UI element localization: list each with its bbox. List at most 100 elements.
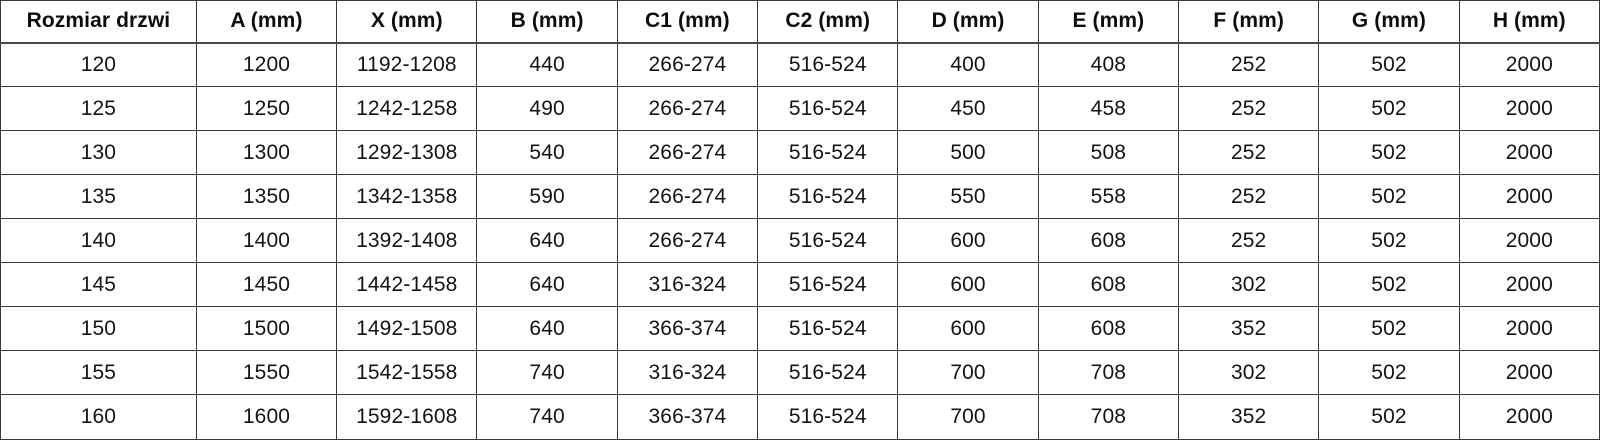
- cell-h: 2000: [1458, 42, 1600, 87]
- cell-b: 540: [476, 130, 618, 175]
- cell-d: 600: [897, 306, 1039, 351]
- cell-f: 252: [1177, 218, 1320, 263]
- cell-e: 458: [1037, 86, 1180, 131]
- cell-a: 1450: [195, 262, 338, 307]
- cell-b: 640: [476, 306, 618, 351]
- cell-e: 708: [1037, 394, 1180, 440]
- cell-c2: 516-524: [757, 174, 899, 219]
- cell-b: 640: [476, 262, 618, 307]
- cell-c1: 266-274: [616, 130, 759, 175]
- cell-f: 252: [1177, 130, 1320, 175]
- table-row: 130 1300 1292-1308 540 266-274 516-524 5…: [0, 130, 1600, 175]
- cell-g: 502: [1318, 130, 1460, 175]
- cell-a: 1600: [195, 394, 338, 440]
- column-header-rozmiar-drzwi: Rozmiar drzwi: [0, 0, 197, 44]
- table-row: 160 1600 1592-1608 740 366-374 516-524 7…: [0, 394, 1600, 440]
- column-header-g: G (mm): [1318, 0, 1460, 44]
- cell-h: 2000: [1458, 86, 1600, 131]
- cell-x: 1292-1308: [336, 130, 478, 175]
- column-header-d: D (mm): [897, 0, 1039, 44]
- cell-x: 1342-1358: [336, 174, 478, 219]
- table-header: Rozmiar drzwi A (mm) X (mm) B (mm) C1 (m…: [0, 0, 1600, 44]
- cell-x: 1492-1508: [336, 306, 478, 351]
- cell-a: 1550: [195, 350, 338, 395]
- cell-size: 125: [0, 86, 197, 131]
- cell-b: 740: [476, 350, 618, 395]
- cell-c1: 266-274: [616, 218, 759, 263]
- table-row: 155 1550 1542-1558 740 316-324 516-524 7…: [0, 350, 1600, 395]
- cell-c1: 366-374: [616, 394, 759, 440]
- header-row: Rozmiar drzwi A (mm) X (mm) B (mm) C1 (m…: [0, 0, 1600, 44]
- column-header-f: F (mm): [1177, 0, 1320, 44]
- cell-size: 145: [0, 262, 197, 307]
- cell-e: 408: [1037, 42, 1180, 87]
- cell-g: 502: [1318, 86, 1460, 131]
- cell-h: 2000: [1458, 262, 1600, 307]
- cell-h: 2000: [1458, 218, 1600, 263]
- cell-x: 1442-1458: [336, 262, 478, 307]
- cell-b: 440: [476, 42, 618, 87]
- cell-c1: 316-324: [616, 350, 759, 395]
- cell-a: 1200: [195, 42, 338, 87]
- cell-x: 1542-1558: [336, 350, 478, 395]
- cell-a: 1500: [195, 306, 338, 351]
- cell-size: 135: [0, 174, 197, 219]
- cell-h: 2000: [1458, 130, 1600, 175]
- cell-e: 558: [1037, 174, 1180, 219]
- cell-d: 550: [897, 174, 1039, 219]
- cell-g: 502: [1318, 306, 1460, 351]
- cell-c2: 516-524: [757, 86, 899, 131]
- cell-e: 608: [1037, 306, 1180, 351]
- cell-h: 2000: [1458, 174, 1600, 219]
- column-header-b: B (mm): [476, 0, 618, 44]
- cell-f: 352: [1177, 394, 1320, 440]
- table-row: 135 1350 1342-1358 590 266-274 516-524 5…: [0, 174, 1600, 219]
- cell-size: 150: [0, 306, 197, 351]
- cell-e: 608: [1037, 262, 1180, 307]
- cell-c2: 516-524: [757, 306, 899, 351]
- cell-d: 500: [897, 130, 1039, 175]
- table-row: 125 1250 1242-1258 490 266-274 516-524 4…: [0, 86, 1600, 131]
- table-row: 145 1450 1442-1458 640 316-324 516-524 6…: [0, 262, 1600, 307]
- column-header-e: E (mm): [1037, 0, 1180, 44]
- cell-g: 502: [1318, 42, 1460, 87]
- cell-f: 302: [1177, 350, 1320, 395]
- cell-c2: 516-524: [757, 218, 899, 263]
- cell-h: 2000: [1458, 350, 1600, 395]
- cell-g: 502: [1318, 174, 1460, 219]
- cell-size: 155: [0, 350, 197, 395]
- cell-c1: 266-274: [616, 42, 759, 87]
- cell-x: 1242-1258: [336, 86, 478, 131]
- table-body: 120 1200 1192-1208 440 266-274 516-524 4…: [0, 42, 1600, 440]
- cell-c1: 366-374: [616, 306, 759, 351]
- cell-a: 1300: [195, 130, 338, 175]
- cell-b: 490: [476, 86, 618, 131]
- cell-size: 130: [0, 130, 197, 175]
- cell-g: 502: [1318, 262, 1460, 307]
- cell-c2: 516-524: [757, 262, 899, 307]
- cell-c2: 516-524: [757, 394, 899, 440]
- cell-c1: 316-324: [616, 262, 759, 307]
- cell-a: 1350: [195, 174, 338, 219]
- cell-g: 502: [1318, 218, 1460, 263]
- cell-c2: 516-524: [757, 42, 899, 87]
- cell-d: 600: [897, 218, 1039, 263]
- column-header-c2: C2 (mm): [757, 0, 899, 44]
- cell-f: 252: [1177, 42, 1320, 87]
- cell-e: 608: [1037, 218, 1180, 263]
- cell-d: 450: [897, 86, 1039, 131]
- cell-a: 1400: [195, 218, 338, 263]
- cell-d: 400: [897, 42, 1039, 87]
- cell-c2: 516-524: [757, 130, 899, 175]
- column-header-a: A (mm): [195, 0, 338, 44]
- cell-b: 740: [476, 394, 618, 440]
- cell-h: 2000: [1458, 394, 1600, 440]
- cell-f: 252: [1177, 86, 1320, 131]
- cell-c2: 516-524: [757, 350, 899, 395]
- cell-size: 120: [0, 42, 197, 87]
- cell-e: 508: [1037, 130, 1180, 175]
- cell-g: 502: [1318, 350, 1460, 395]
- cell-a: 1250: [195, 86, 338, 131]
